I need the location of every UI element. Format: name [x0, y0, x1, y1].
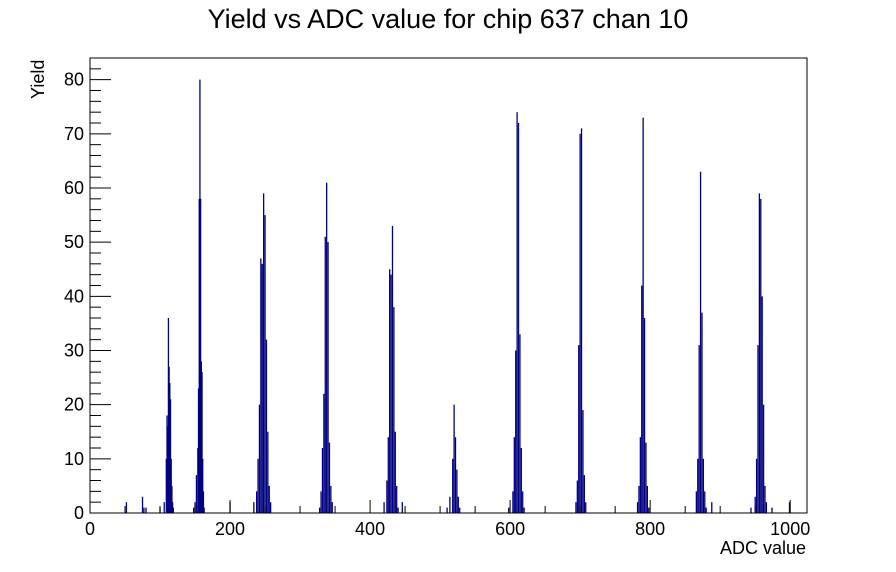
y-tick-label: 70 [64, 124, 84, 144]
y-axis: 0 10 20 30 40 50 60 70 80 [64, 57, 111, 523]
x-tick-label: 600 [495, 519, 525, 539]
x-axis: 0 200 400 600 800 1000 [85, 500, 810, 539]
chart-title: Yield vs ADC value for chip 637 chan 10 [208, 4, 689, 34]
y-tick-label: 40 [64, 286, 84, 306]
y-tick-label: 10 [64, 449, 84, 469]
x-axis-title: ADC value [720, 538, 806, 558]
x-tick-label: 1000 [770, 519, 810, 539]
y-tick-label: 20 [64, 395, 84, 415]
y-tick-label: 30 [64, 341, 84, 361]
histogram-bins [125, 79, 791, 513]
x-tick-label: 0 [85, 519, 95, 539]
x-tick-label: 400 [355, 519, 385, 539]
y-tick-label: 80 [64, 70, 84, 90]
y-tick-label: 0 [74, 503, 84, 523]
y-tick-label: 50 [64, 232, 84, 252]
y-axis-title: Yield [28, 60, 48, 99]
x-tick-label: 800 [635, 519, 665, 539]
x-tick-label: 200 [215, 519, 245, 539]
y-tick-label: 60 [64, 178, 84, 198]
